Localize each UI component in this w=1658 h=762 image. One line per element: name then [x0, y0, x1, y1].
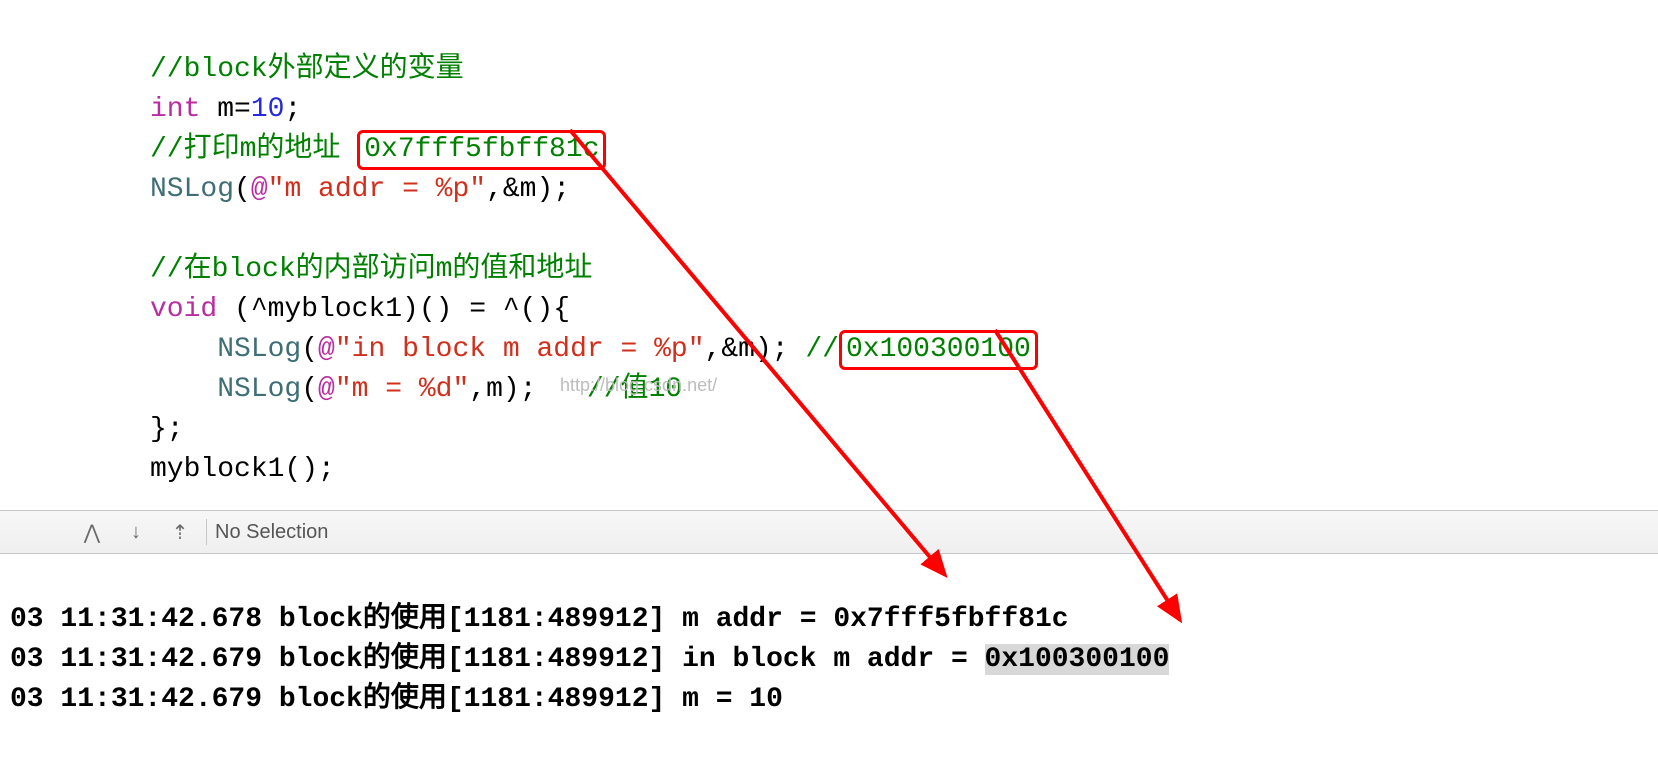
code-at: @ [318, 334, 335, 365]
code-text: }; [150, 414, 184, 445]
code-text: ; [284, 94, 301, 125]
code-text: ,m); [469, 374, 587, 405]
step-down-icon[interactable]: ↓ [114, 521, 158, 544]
console-selection: 0x100300100 [985, 644, 1170, 675]
code-text: ( [234, 174, 251, 205]
code-number: 10 [251, 94, 285, 125]
code-string: "m = %d" [335, 374, 469, 405]
code-address: 0x100300100 [846, 334, 1031, 365]
code-string: "m addr = %p" [268, 174, 486, 205]
code-comment: //block外部定义的变量 [150, 54, 464, 85]
code-text: ,&m); [486, 174, 570, 205]
code-indent [150, 374, 217, 405]
code-comment: //在block的内部访问m的值和地址 [150, 254, 592, 285]
code-keyword: int [150, 94, 200, 125]
step-up-icon[interactable]: ⇡ [158, 520, 202, 545]
code-fn: NSLog [217, 374, 301, 405]
code-text: (^myblock1)() = ^(){ [217, 294, 570, 325]
code-at: @ [318, 374, 335, 405]
toolbar-label: No Selection [215, 521, 328, 544]
code-fn: NSLog [217, 334, 301, 365]
code-comment: //打印m的地址 [150, 134, 357, 165]
debug-toolbar: ⋀ ↓ ⇡ No Selection [0, 510, 1658, 554]
code-text: m= [200, 94, 250, 125]
code-editor: //block外部定义的变量 int m=10; //打印m的地址 0x7fff… [0, 0, 1658, 490]
console-line: 03 11:31:42.679 block的使用[1181:489912] in… [10, 644, 985, 675]
code-comment: //值10 [587, 374, 682, 405]
code-fn: NSLog [150, 174, 234, 205]
code-text: ( [301, 374, 318, 405]
code-text: ( [301, 334, 318, 365]
code-keyword: void [150, 294, 217, 325]
code-string: "in block m addr = %p" [335, 334, 705, 365]
highlight-box-addr1: 0x7fff5fbff81c [357, 130, 606, 170]
code-at: @ [251, 174, 268, 205]
toolbar-divider [206, 519, 207, 545]
code-indent [150, 334, 217, 365]
highlight-box-addr2: 0x100300100 [839, 330, 1038, 370]
console-line: 03 11:31:42.678 block的使用[1181:489912] m … [10, 604, 1069, 635]
console-output: 03 11:31:42.678 block的使用[1181:489912] m … [0, 560, 1658, 720]
code-text: ,&m); [705, 334, 806, 365]
collapse-icon[interactable]: ⋀ [70, 520, 114, 545]
console-line: 03 11:31:42.679 block的使用[1181:489912] m … [10, 684, 783, 715]
code-address: 0x7fff5fbff81c [364, 134, 599, 165]
code-comment: // [805, 334, 839, 365]
code-text: myblock1(); [150, 454, 335, 485]
